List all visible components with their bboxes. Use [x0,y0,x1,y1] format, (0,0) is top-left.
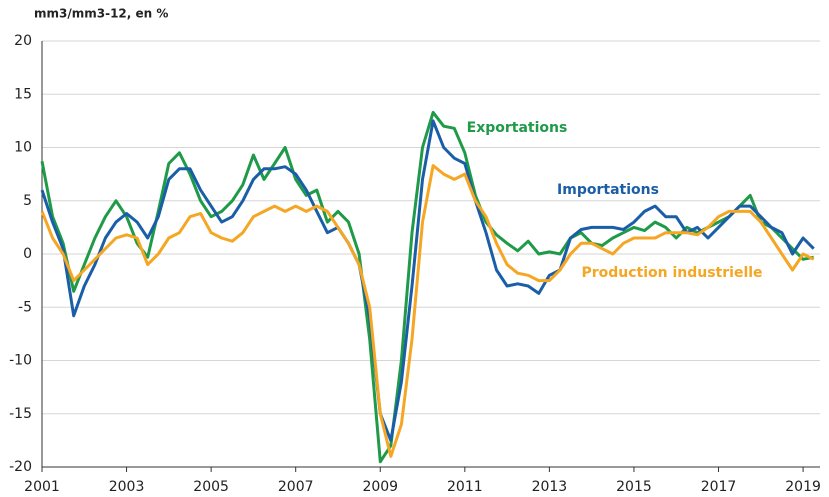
y-tick-label: -5 [18,299,32,315]
x-tick-label: 2019 [785,479,821,495]
series-line [40,110,814,464]
series-line [40,164,815,458]
y-tick-label: 15 [14,86,32,102]
y-tick-label: 20 [14,33,32,49]
y-axis-title: mm3/mm3-12, en % [34,7,168,21]
y-tick-label: 0 [23,246,32,262]
x-tick-label: 2013 [532,479,568,495]
series-label: Importations [557,182,659,198]
y-tick-label: -15 [9,406,32,422]
x-tick-label: 2005 [193,479,229,495]
x-tick-label: 2011 [447,479,483,495]
x-tick-label: 2007 [278,479,314,495]
x-tick-label: 2009 [362,479,398,495]
y-tick-label: -20 [9,459,32,475]
x-tick-label: 2003 [109,479,145,495]
y-tick-label: 5 [23,193,32,209]
y-tick-label: -10 [9,353,32,369]
x-tick-label: 2017 [701,479,737,495]
y-tick-label: 10 [14,140,32,156]
series-line [40,119,815,442]
series-label: Exportations [467,120,568,136]
series-label: Production industrielle [581,265,762,281]
x-tick-label: 2015 [616,479,652,495]
x-tick-label: 2001 [24,479,60,495]
